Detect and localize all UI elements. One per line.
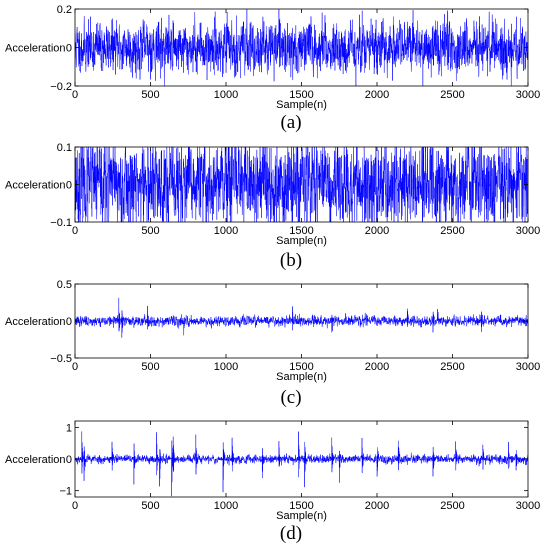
y-tick-label: 0 xyxy=(66,180,72,192)
series-line xyxy=(74,8,529,87)
y-tick-label: −1 xyxy=(59,486,72,498)
chart-panel-b: 0 500 1000 1500 2000 2500 3000−0.100.1Sample(n… xyxy=(5,142,540,271)
x-tick-label: 2500 xyxy=(440,225,464,237)
panel-label: (c) xyxy=(280,387,301,408)
chart-panel-a: 0 500 1000 1500 2000 2500 3000−0.200.2Sample(n… xyxy=(5,4,540,133)
x-tick-label: 1500 xyxy=(289,361,313,373)
x-tick-label: 2500 xyxy=(440,361,464,373)
x-tick-label: 1500 xyxy=(289,89,313,101)
y-axis-label: Acceleration xyxy=(5,180,66,192)
x-tick-label: 0 xyxy=(72,89,78,101)
x-tick-label: 0 xyxy=(72,225,78,237)
panel-label: (b) xyxy=(280,250,302,271)
y-tick-label: 0.2 xyxy=(57,4,72,16)
x-tick-label: 2000 xyxy=(365,361,389,373)
x-tick-label: 2000 xyxy=(365,500,389,512)
x-tick-label: 500 xyxy=(141,89,159,101)
x-tick-label: 2000 xyxy=(365,225,389,237)
x-axis-label: Sample(n) xyxy=(276,371,327,383)
x-tick-label: 3000 xyxy=(516,225,540,237)
chart-panel-c: 0 500 1000 1500 2000 2500 3000−0.500.5Sample(n… xyxy=(5,279,540,408)
x-tick-label: 0 xyxy=(72,500,78,512)
panel-label: (d) xyxy=(280,523,302,544)
y-tick-label: 0 xyxy=(66,43,72,55)
x-tick-label: 1000 xyxy=(214,361,238,373)
x-tick-label: 2500 xyxy=(440,89,464,101)
series-line xyxy=(74,431,529,497)
x-tick-label: 2000 xyxy=(365,89,389,101)
y-axis-label: Acceleration xyxy=(5,454,66,466)
x-tick-label: 3000 xyxy=(516,89,540,101)
x-tick-label: 500 xyxy=(141,225,159,237)
y-tick-label: 1 xyxy=(66,422,72,434)
x-tick-label: 1000 xyxy=(214,225,238,237)
x-axis-label: Sample(n) xyxy=(276,99,327,111)
x-tick-label: 1500 xyxy=(289,225,313,237)
y-tick-label: 0 xyxy=(66,454,72,466)
y-tick-label: 0.1 xyxy=(57,142,72,154)
chart-panel-d: 0 500 1000 1500 2000 2500 3000−101Sample(n)Acc… xyxy=(5,420,540,544)
x-tick-label: 1500 xyxy=(289,500,313,512)
x-tick-label: 1000 xyxy=(214,89,238,101)
y-tick-label: 0.5 xyxy=(57,279,72,291)
panel-label: (a) xyxy=(280,112,301,133)
y-tick-label: −0.1 xyxy=(50,217,72,229)
x-tick-label: 0 xyxy=(72,361,78,373)
y-tick-label: 0 xyxy=(66,316,72,328)
x-tick-label: 1000 xyxy=(214,500,238,512)
y-axis-label: Acceleration xyxy=(5,43,66,55)
y-tick-label: −0.5 xyxy=(50,353,72,365)
x-tick-label: 3000 xyxy=(516,361,540,373)
x-tick-label: 2500 xyxy=(440,500,464,512)
x-axis-label: Sample(n) xyxy=(276,235,327,247)
x-axis-label: Sample(n) xyxy=(276,510,327,522)
series-line xyxy=(74,146,529,223)
y-axis-label: Acceleration xyxy=(5,316,66,328)
series-line xyxy=(74,297,529,338)
y-tick-label: −0.2 xyxy=(50,81,72,93)
x-tick-label: 500 xyxy=(141,500,159,512)
x-tick-label: 3000 xyxy=(516,500,540,512)
x-tick-label: 500 xyxy=(141,361,159,373)
